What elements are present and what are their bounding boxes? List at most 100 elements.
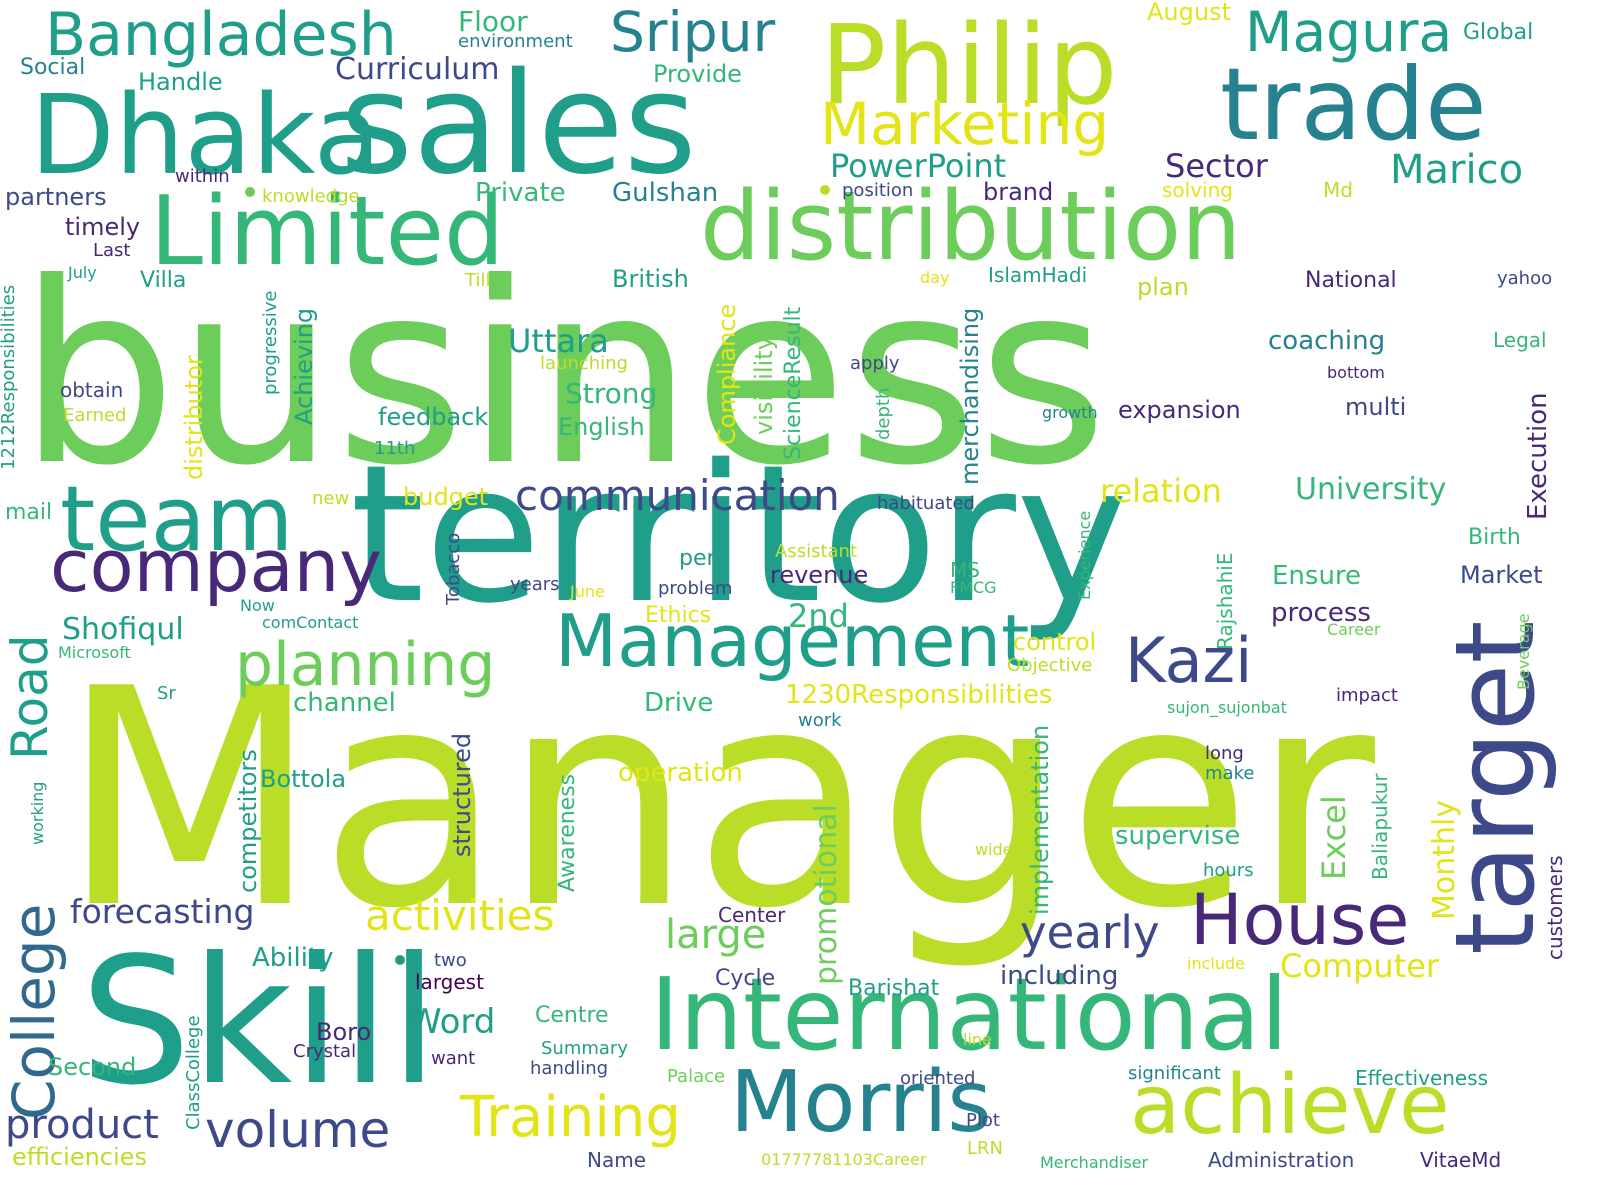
cloud-word-morris: Morris (730, 1053, 992, 1152)
cloud-word-monthly: Monthly (1427, 799, 1462, 920)
cloud-word-wide: wide (975, 840, 1013, 859)
cloud-word-impact: impact (1336, 685, 1398, 706)
cloud-word-budget: budget (403, 483, 489, 511)
cloud-word-1230responsibilities: 1230Responsibilities (785, 680, 1053, 710)
cloud-word-channel: channel (293, 688, 396, 718)
cloud-word-fmcg: FMCG (950, 578, 997, 597)
cloud-word-habituated: habituated (877, 493, 975, 514)
cloud-word-administration: Administration (1208, 1148, 1355, 1172)
cloud-word-excel: Excel (1315, 795, 1353, 880)
cloud-word-11th: 11th (374, 438, 416, 459)
cloud-word-centre: Centre (535, 1003, 609, 1028)
cloud-word-ability: Ability (252, 943, 334, 973)
cloud-word-plan: plan (1137, 273, 1189, 301)
cloud-word-experience: Experience (1075, 510, 1094, 600)
cloud-word-provide: Provide (653, 60, 742, 88)
cloud-word-operation: operation (618, 758, 743, 788)
cloud-word-barishat: Barishat (848, 976, 940, 1001)
cloud-word-relation: relation (1100, 472, 1222, 510)
cloud-word-ms: MS (950, 558, 980, 582)
cloud-word-awareness: Awareness (555, 773, 580, 892)
cloud-word-bottom: bottom (1327, 363, 1385, 382)
cloud-word-name: Name (587, 1148, 647, 1172)
cloud-word-merchandiser: Merchandiser (1040, 1153, 1149, 1172)
cloud-word-supervise: supervise (1115, 821, 1241, 851)
cloud-word-june: June (570, 582, 605, 601)
cloud-word-lrn: LRN (967, 1138, 1003, 1159)
cloud-word-ensure: Ensure (1272, 561, 1362, 591)
cloud-word-volume: volume (205, 1101, 391, 1159)
cloud-word-boro: Boro (316, 1018, 372, 1046)
cloud-word-microsoft: Microsoft (58, 643, 131, 662)
cloud-word-day: day (920, 268, 950, 287)
cloud-word-baliapukur: Baliapukur (1368, 773, 1392, 880)
cloud-word-tobacco: Tobacco (443, 532, 464, 605)
cloud-word-planning: planning (235, 630, 496, 700)
cloud-word-private: Private (475, 178, 566, 208)
cloud-word-process: process (1271, 598, 1371, 628)
cloud-word-palace: Palace (667, 1066, 726, 1087)
cloud-word-mail: mail (5, 500, 53, 525)
cloud-word-business: business (18, 229, 1108, 520)
cloud-word-01777781103career: 01777781103Career (761, 1150, 927, 1169)
cloud-word-environment: environment (458, 31, 573, 52)
cloud-word-career: Career (1327, 620, 1381, 639)
cloud-word-achieving: Achieving (290, 307, 318, 425)
cloud-word-scienceresult: ScienceResult (781, 306, 806, 460)
cloud-word-ethics: Ethics (645, 603, 712, 628)
cloud-word-distributor: distributor (180, 355, 208, 480)
cloud-word-skill: Skill (80, 921, 439, 1124)
cloud-word-english: English (558, 413, 645, 441)
cloud-word-merchandising: merchandising (956, 307, 984, 485)
cloud-word-august: August (1147, 0, 1231, 26)
cloud-word-university: University (1295, 472, 1447, 507)
cloud-word-territory: territory (350, 424, 1129, 645)
cloud-word-vitaemd: VitaeMd (1420, 1148, 1502, 1172)
cloud-word-significant: significant (1128, 1063, 1221, 1084)
cloud-word-philip: Philip (820, 1, 1118, 129)
cloud-word-structured: structured (448, 732, 476, 857)
cloud-word-summary: Summary (541, 1038, 628, 1059)
cloud-word-feedback: feedback (378, 403, 489, 431)
cloud-word-college: College (0, 903, 68, 1120)
cloud-word-new: new (312, 488, 350, 509)
cloud-word-including: including (1000, 961, 1119, 991)
cloud-word-word: Word (408, 1002, 496, 1042)
cloud-word-multi: multi (1345, 393, 1407, 421)
cloud-word-sr: Sr (157, 683, 176, 704)
cloud-word-curriculum: Curriculum (335, 52, 500, 87)
cloud-word-position: position (842, 180, 914, 201)
cloud-word-coaching: coaching (1268, 326, 1386, 356)
cloud-dot-1 (245, 187, 255, 197)
cloud-word-magura: Magura (1245, 0, 1453, 64)
cloud-word-solving: solving (1162, 178, 1233, 202)
cloud-word-comcontact: comContact (262, 613, 359, 632)
cloud-dot-2 (820, 185, 830, 195)
cloud-word-manager: Manager (60, 625, 1375, 974)
cloud-word-include: include (1187, 954, 1245, 973)
cloud-word-expansion: expansion (1118, 396, 1241, 424)
cloud-word-make: make (1205, 763, 1255, 784)
cloud-word-gulshan: Gulshan (612, 178, 719, 208)
cloud-word-limited: Limited (150, 177, 505, 287)
cloud-word-control: control (1013, 628, 1097, 656)
cloud-word-classcollege: ClassCollege (183, 1015, 204, 1130)
cloud-word-implementation: implementation (1026, 724, 1054, 915)
cloud-word-sripur: Sripur (610, 0, 776, 64)
cloud-word-achieve: achieve (1130, 1058, 1450, 1153)
cloud-word-activities: activities (365, 891, 555, 940)
cloud-word-customers: customers (1543, 855, 1567, 960)
cloud-word-working: working (28, 781, 47, 845)
cloud-word-progressive: progressive (260, 290, 281, 395)
cloud-word-rajshahie: RajshahiE (1213, 552, 1237, 651)
cloud-word-efficiencies: efficiencies (12, 1143, 147, 1171)
cloud-word-management: Management (555, 599, 1030, 683)
cloud-word-crystal: Crystal (293, 1041, 357, 1062)
cloud-word-till: Till (465, 270, 491, 291)
cloud-word-bottola: Bottola (260, 765, 347, 793)
cloud-word-effectiveness: Effectiveness (1355, 1066, 1489, 1090)
cloud-word-objective: Objective (1007, 655, 1093, 676)
cloud-word-shofiqul: Shofiqul (62, 612, 184, 647)
cloud-word-british: British (612, 265, 689, 293)
